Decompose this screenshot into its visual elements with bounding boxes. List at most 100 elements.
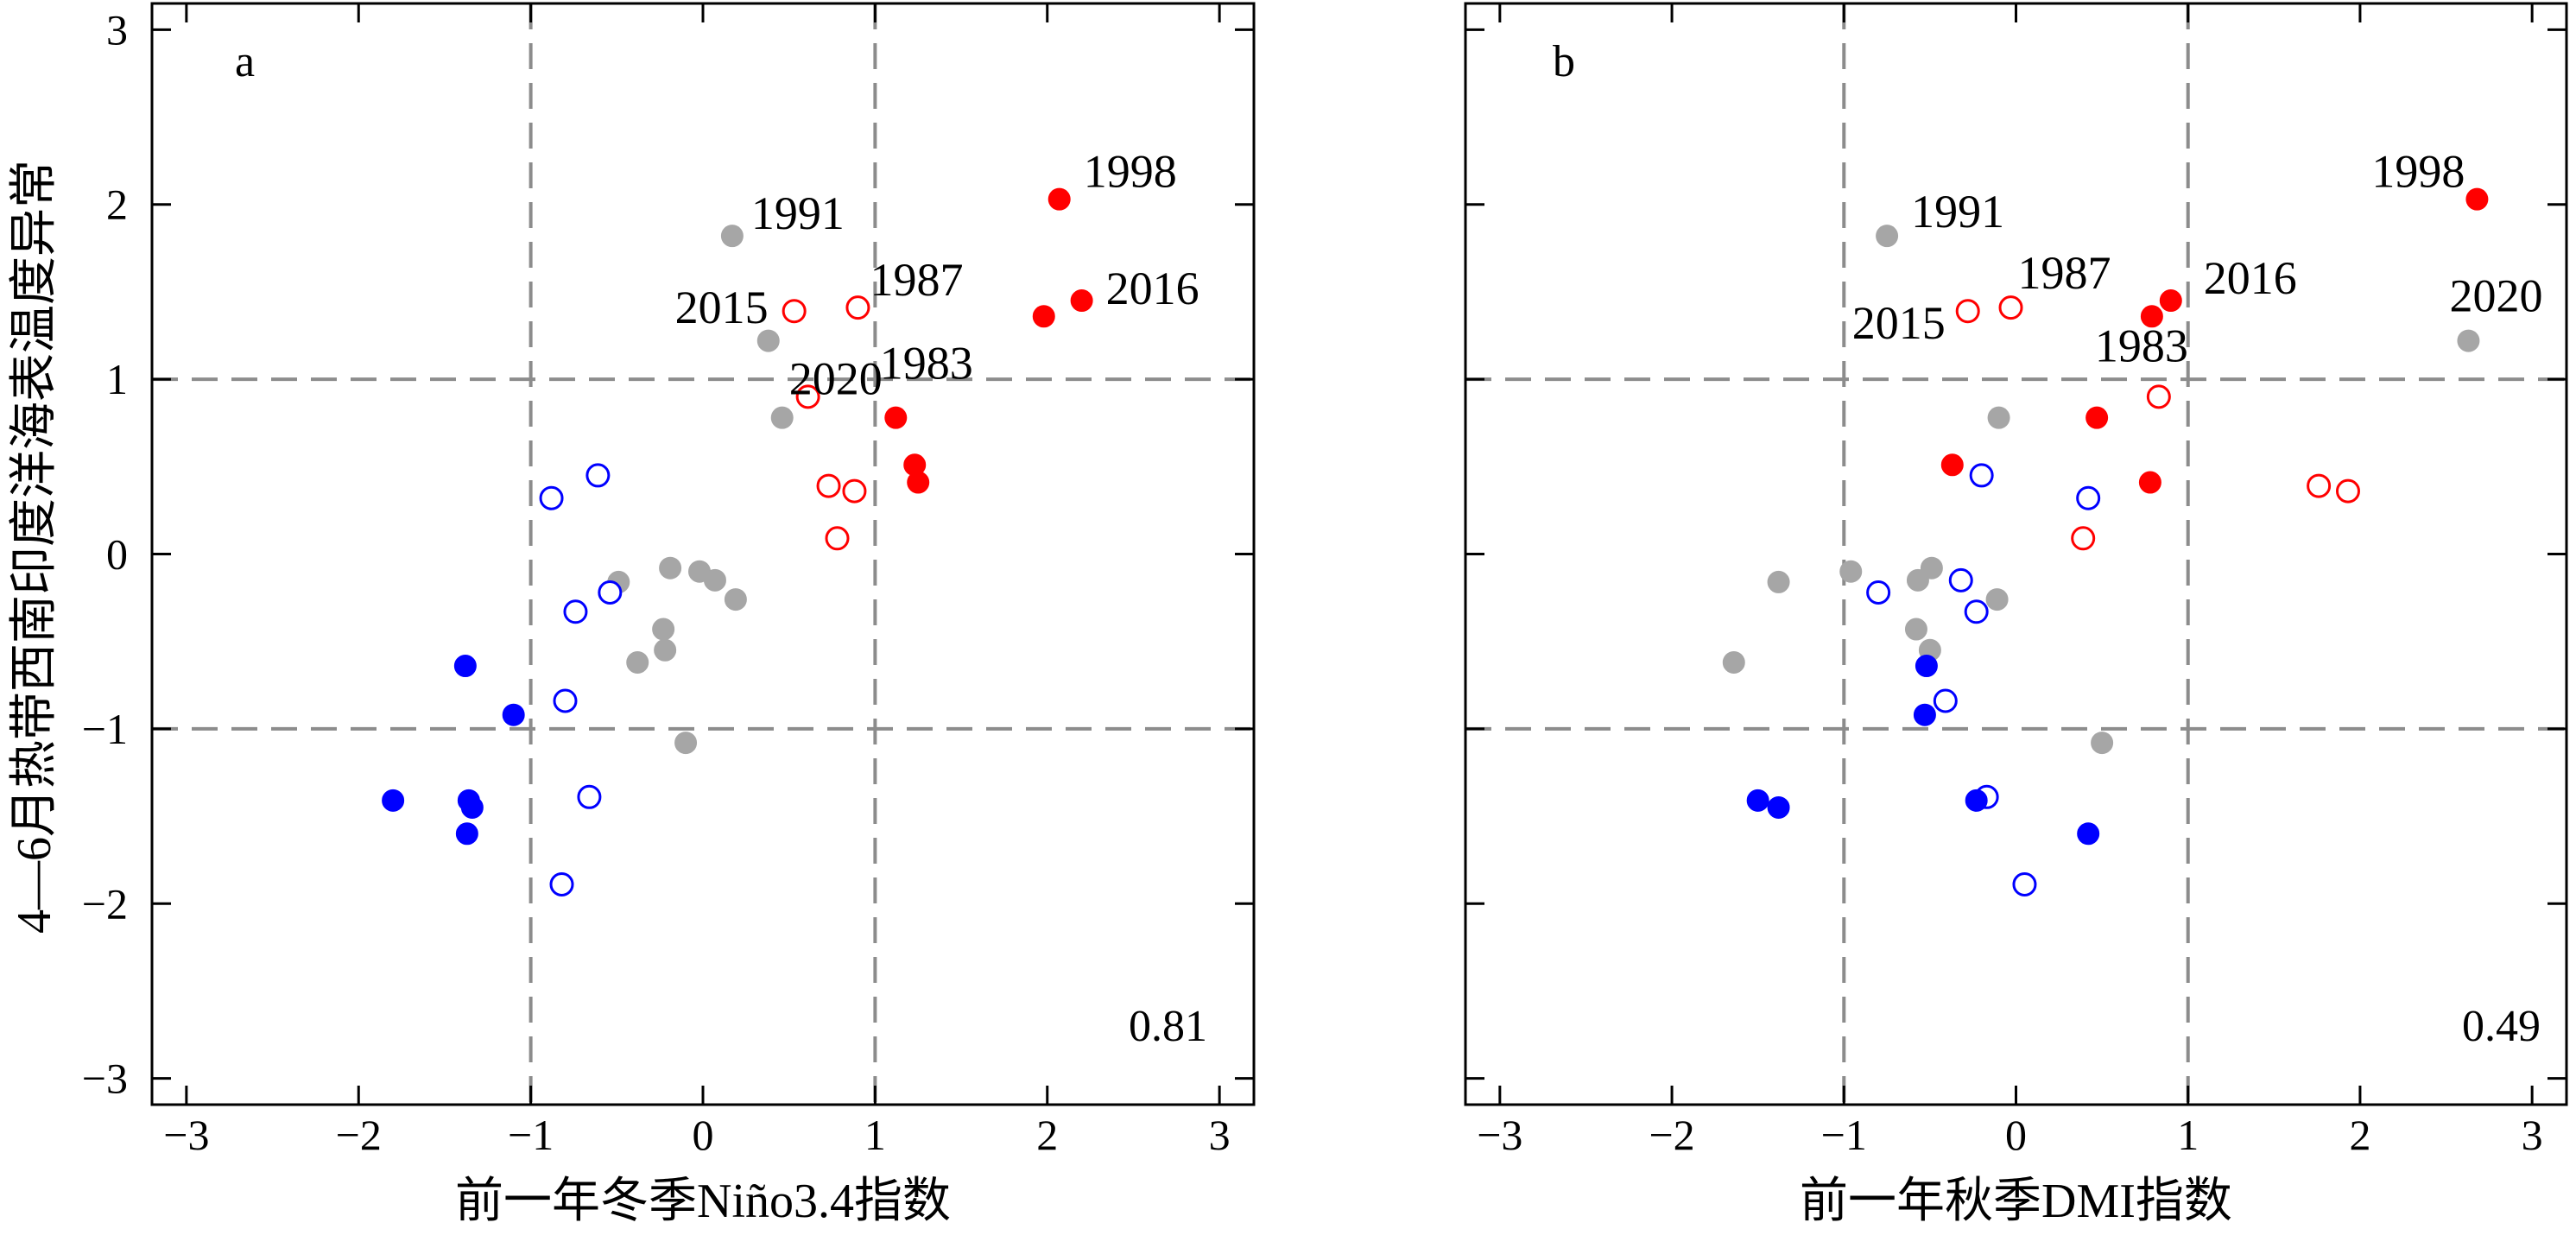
x-tick-label: −2	[1649, 1111, 1694, 1159]
y-tick-label: 1	[106, 355, 128, 403]
data-point-red-filled	[2465, 187, 2489, 211]
data-point-blue-filled	[1965, 789, 1988, 812]
data-point-red-open	[2071, 526, 2096, 551]
data-point-blue-filled	[1746, 789, 1769, 812]
data-point-blue-open	[1969, 463, 1994, 488]
x-axis-label: 前一年冬季Niño3.4指数	[455, 1175, 951, 1228]
data-point-gray-filled	[1876, 225, 1899, 248]
data-point-red-filled	[2159, 289, 2182, 313]
data-point-gray-filled	[659, 556, 682, 580]
year-label: 2015	[1852, 297, 1946, 349]
panel-label: b	[1553, 37, 1575, 86]
y-tick-label: 0	[106, 530, 128, 579]
data-point-red-filled	[1070, 289, 1093, 313]
x-tick-label: 1	[2177, 1111, 2199, 1159]
y-axis-label: 4—6月热带西南印度洋海表温度异常	[8, 160, 61, 934]
x-tick-label: −1	[508, 1111, 554, 1159]
data-point-gray-filled	[2091, 732, 2114, 755]
data-point-red-open	[1998, 295, 2023, 320]
data-point-blue-filled	[460, 795, 484, 819]
data-point-blue-filled	[453, 655, 477, 678]
x-axis-label: 前一年秋季DMI指数	[1800, 1175, 2232, 1228]
year-label: 1998	[2371, 146, 2465, 198]
data-point-gray-filled	[654, 638, 677, 662]
data-point-red-open	[2307, 473, 2332, 498]
data-point-gray-filled	[1987, 406, 2010, 429]
data-point-red-filled	[1032, 305, 1055, 328]
data-point-gray-filled	[720, 225, 744, 248]
data-point-gray-filled	[1722, 650, 1745, 674]
y-tick-label: −3	[82, 1055, 128, 1103]
data-point-blue-open	[2076, 485, 2101, 510]
data-point-gray-filled	[756, 329, 780, 352]
x-tick-label: 2	[1036, 1111, 1058, 1159]
data-point-red-open	[825, 526, 850, 551]
year-label: 1991	[751, 187, 845, 239]
x-tick-label: 0	[2005, 1111, 2027, 1159]
data-point-red-filled	[907, 471, 930, 494]
data-point-gray-filled	[770, 406, 794, 429]
x-tick-label: 1	[864, 1111, 886, 1159]
data-point-gray-filled	[1839, 560, 1863, 583]
panel-b: −3 −2 −1 0 1 2 3 前一年秋季DMI指数 b 0.49 1998 2016 1983 198…	[1464, 2, 2568, 1228]
x-tick-label: −2	[336, 1111, 382, 1159]
data-point-red-open	[1955, 299, 1980, 324]
data-point-gray-filled	[703, 568, 726, 592]
data-point-red-open	[2335, 478, 2360, 504]
data-point-red-filled	[2085, 406, 2109, 429]
correlation-label: 0.81	[1129, 1002, 1207, 1051]
year-label: 2015	[675, 282, 769, 333]
data-point-gray-filled	[724, 588, 747, 611]
y-tick-label: 3	[106, 5, 128, 54]
data-point-blue-filled	[2077, 822, 2100, 846]
data-point-blue-filled	[455, 822, 478, 846]
year-label: 2020	[789, 353, 883, 405]
x-tick-label: 0	[693, 1111, 714, 1159]
data-point-gray-filled	[674, 732, 698, 755]
data-point-blue-open	[577, 784, 602, 809]
data-point-blue-filled	[1913, 703, 1936, 726]
data-point-gray-filled	[652, 618, 675, 641]
y-tick-label: 2	[106, 181, 128, 229]
data-point-blue-open	[539, 485, 564, 510]
data-point-blue-open	[2012, 872, 2037, 896]
data-point-blue-open	[549, 872, 574, 896]
data-point-blue-filled	[1767, 795, 1790, 819]
year-label: 2020	[2449, 270, 2542, 322]
year-label: 1983	[880, 337, 973, 389]
y-tick-label: −1	[82, 705, 128, 753]
x-tick-label: 3	[2522, 1111, 2543, 1159]
data-point-red-open	[782, 299, 807, 324]
data-point-red-filled	[1047, 187, 1071, 211]
data-point-blue-open	[585, 463, 611, 488]
x-tick-label: 3	[1209, 1111, 1231, 1159]
data-point-red-open	[795, 384, 820, 409]
year-label: 1987	[2018, 247, 2111, 299]
data-point-red-open	[845, 295, 870, 320]
data-point-gray-filled	[626, 650, 649, 674]
data-point-blue-filled	[1915, 655, 1938, 678]
panel-label: a	[235, 37, 255, 86]
data-point-red-open	[2146, 384, 2171, 409]
data-point-gray-filled	[2457, 329, 2480, 352]
data-point-blue-open	[563, 599, 588, 624]
data-point-blue-open	[1933, 688, 1958, 713]
data-point-blue-filled	[382, 789, 405, 812]
data-point-blue-open	[1948, 567, 1973, 592]
x-tick-label: −3	[163, 1111, 209, 1159]
year-label: 1991	[1911, 186, 2004, 238]
x-tick-label: −3	[1477, 1111, 1522, 1159]
data-point-red-open	[816, 473, 841, 498]
data-point-blue-filled	[502, 703, 525, 726]
data-point-gray-filled	[1767, 570, 1790, 593]
correlation-label: 0.49	[2462, 1002, 2541, 1051]
data-point-blue-open	[553, 688, 578, 713]
x-tick-label: 2	[2349, 1111, 2370, 1159]
y-tick-label: −2	[82, 879, 128, 928]
data-point-gray-filled	[1904, 618, 1927, 641]
year-label: 1987	[870, 254, 963, 306]
data-point-red-filled	[1940, 453, 1964, 477]
data-point-gray-filled	[1985, 588, 2009, 611]
data-point-blue-open	[1964, 599, 1989, 624]
